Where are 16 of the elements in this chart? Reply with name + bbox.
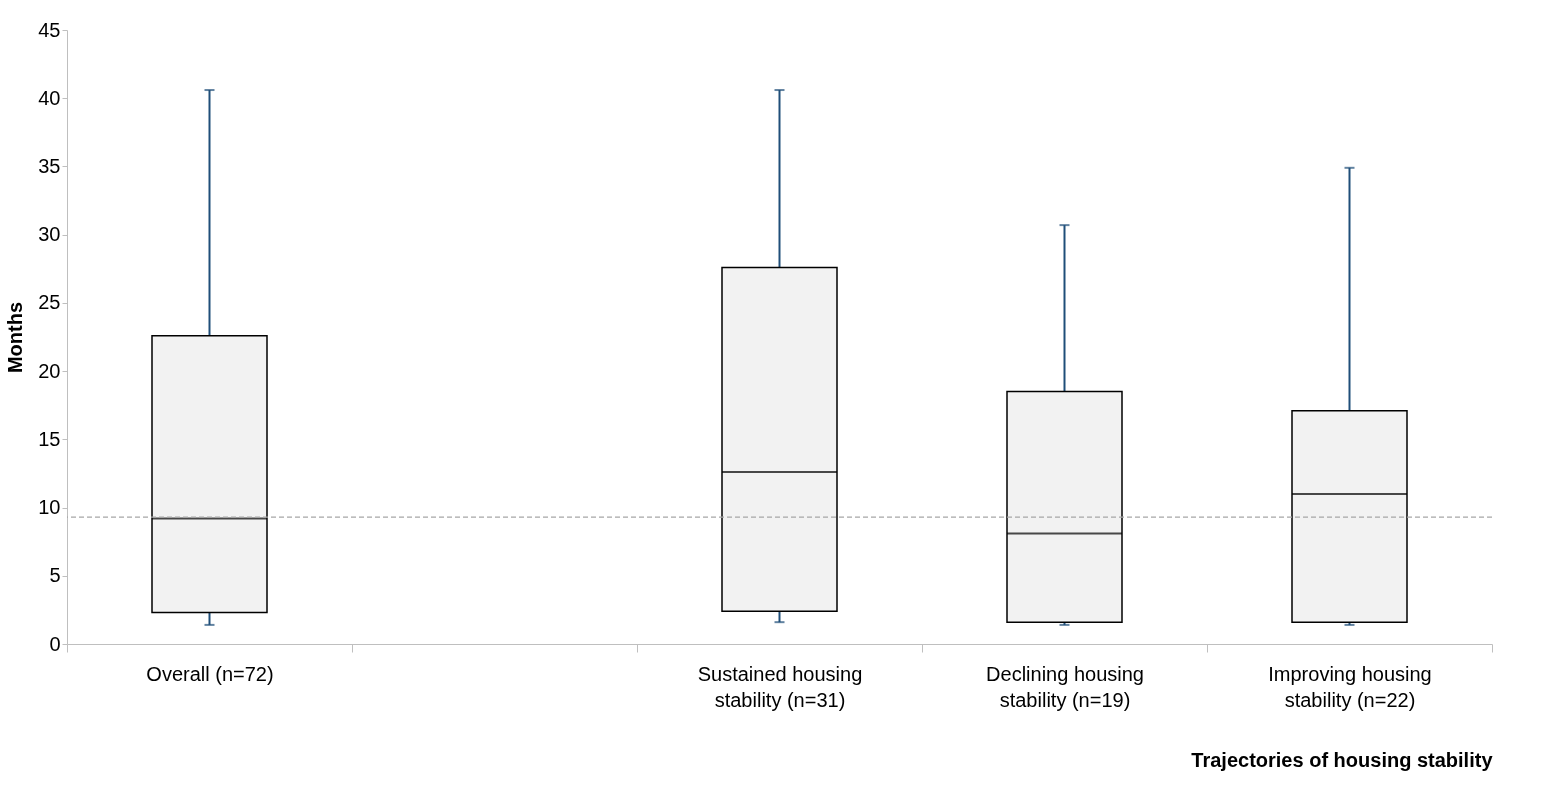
y-tick-label: 45 bbox=[38, 18, 61, 41]
y-tick-label: 30 bbox=[38, 223, 61, 246]
y-tick-label: 25 bbox=[38, 291, 61, 314]
x-axis-title: Trajectories of housing stability bbox=[1191, 748, 1494, 771]
y-tick-label: 0 bbox=[49, 632, 61, 655]
y-axis-title: Months bbox=[4, 301, 27, 374]
x-tick-label: Declining housing stability (n=19) bbox=[986, 662, 1144, 711]
x-tick-label: Overall (n=72) bbox=[146, 662, 274, 685]
y-tick-label: 10 bbox=[38, 496, 61, 519]
y-tick-label: 20 bbox=[38, 359, 61, 382]
y-tick-label: 35 bbox=[38, 154, 61, 177]
x-tick-label: Sustained housing stability (n=31) bbox=[697, 662, 863, 711]
y-tick-label: 15 bbox=[38, 427, 61, 450]
y-tick-label: 40 bbox=[38, 86, 61, 109]
x-tick-label: Improving housing stability (n=22) bbox=[1268, 662, 1432, 711]
y-tick-label: 5 bbox=[49, 564, 61, 587]
